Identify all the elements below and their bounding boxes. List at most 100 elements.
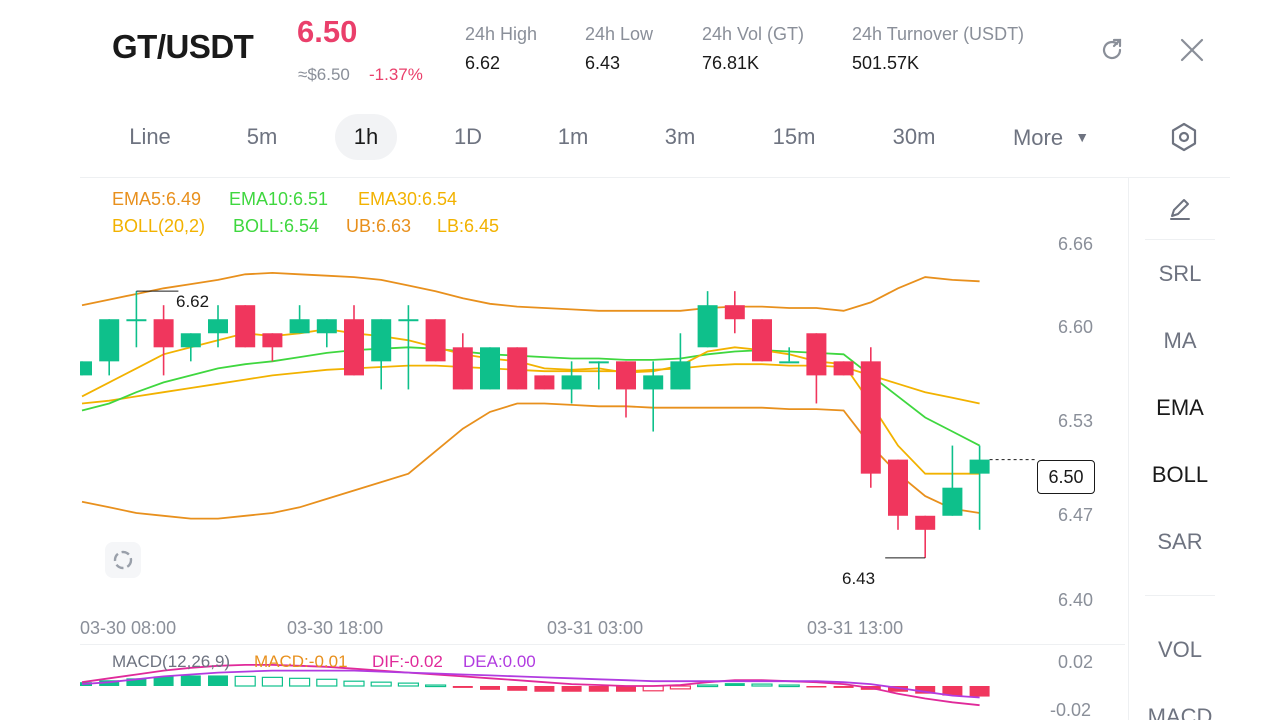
macd-histogram-bar [343, 680, 365, 687]
y-tick-label: 6.66 [1058, 234, 1094, 254]
tab-1h[interactable]: 1h [335, 114, 397, 160]
candle-body [561, 375, 582, 390]
macd-value: MACD:-0.01 [254, 652, 348, 671]
candle-body [126, 319, 147, 322]
candle-body [833, 361, 854, 376]
candle-body [398, 319, 419, 322]
side-sar[interactable]: SAR [1157, 529, 1203, 554]
y-tick-label: 6.40 [1058, 590, 1094, 610]
legend-lb: LB:6.45 [437, 216, 500, 236]
macd-histogram-bar [397, 682, 419, 687]
stat-low-label: 24h Low [585, 24, 654, 44]
candle-body [888, 459, 908, 516]
tab-more[interactable]: More ▼ [1006, 114, 1096, 160]
x-tick-label: 03-30 08:00 [80, 618, 177, 638]
stat-high-value: 6.62 [465, 53, 501, 73]
macd-histogram-bar [724, 683, 745, 686]
pair-title: GT/USDT [112, 28, 254, 65]
settings-hexagon-icon[interactable] [1169, 122, 1199, 152]
tab-5m[interactable]: 5m [246, 124, 278, 149]
candle-body [588, 361, 609, 364]
macd-dea-line [81, 669, 980, 699]
candle-body [616, 361, 636, 390]
macd-dif-line [81, 664, 980, 707]
legend-ema10: EMA10:6.51 [229, 189, 329, 209]
macd-histogram-bar [969, 686, 990, 697]
legend-boll-params: BOLL(20,2) [112, 216, 206, 236]
draw-pencil-icon[interactable] [1165, 194, 1195, 224]
tabs-divider [80, 177, 1230, 178]
candle-body [289, 319, 310, 334]
macd-y-tick: -0.02 [1050, 700, 1092, 720]
tab-line[interactable]: Line [129, 124, 171, 149]
high-annotation: 6.62 [176, 292, 210, 311]
legend-ub: UB:6.63 [346, 216, 412, 236]
side-srl[interactable]: SRL [1158, 261, 1202, 286]
y-tick-label: 6.60 [1058, 317, 1094, 337]
last-price-marker: 6.50 [1037, 460, 1095, 494]
side-vol[interactable]: VOL [1157, 637, 1203, 662]
candle-body [316, 319, 337, 334]
macd-histogram-bar [696, 684, 719, 688]
macd-dif: DIF:-0.02 [372, 652, 443, 671]
macd-histogram-bar [806, 686, 827, 688]
y-tick-label: 6.53 [1058, 411, 1094, 431]
stat-turnover-label: 24h Turnover (USDT) [852, 24, 1025, 44]
macd-params: MACD(12,26,9) [112, 652, 231, 671]
side-boll[interactable]: BOLL [1151, 462, 1209, 487]
side-ema[interactable]: EMA [1156, 395, 1204, 420]
tab-15m[interactable]: 15m [772, 124, 816, 149]
indicator-sidebar [1128, 178, 1233, 720]
macd-histogram-bar [126, 678, 147, 686]
candle-body [670, 361, 691, 390]
stat-vol-value: 76.81K [702, 53, 760, 73]
candle-body [643, 375, 664, 390]
candle-body [969, 459, 990, 474]
macd-histogram-bar [234, 675, 256, 687]
candle-body [697, 305, 718, 348]
candle-body [480, 347, 500, 390]
tab-30m[interactable]: 30m [892, 124, 936, 149]
macd-histogram-bar [261, 676, 283, 687]
candle-body [99, 319, 120, 362]
candle-body [153, 319, 174, 348]
macd-histogram-bar [588, 686, 609, 692]
stat-high-label: 24h High [465, 24, 538, 44]
tab-1d[interactable]: 1D [453, 124, 483, 149]
boll-upper-line [81, 271, 980, 312]
macd-histogram-bar [507, 686, 528, 691]
tab-3m[interactable]: 3m [664, 124, 696, 149]
candle-body [344, 319, 364, 376]
candle-body [534, 375, 555, 390]
macd-divider [80, 644, 1125, 645]
candle-body [452, 347, 473, 390]
candle-body [915, 515, 936, 530]
macd-histogram-bar [452, 686, 473, 688]
ema30-line [81, 363, 980, 405]
macd-histogram-bar [616, 686, 636, 692]
macd-dea: DEA:0.00 [463, 652, 536, 671]
sidebar-divider [1145, 239, 1215, 240]
reset-view-icon[interactable] [105, 542, 141, 578]
refresh-icon[interactable] [1097, 35, 1127, 65]
side-macd[interactable]: MACD [1147, 704, 1213, 720]
side-ma[interactable]: MA [1163, 328, 1197, 353]
macd-histogram-bar [480, 686, 500, 690]
macd-histogram-bar [942, 686, 963, 696]
candle-body [235, 305, 256, 348]
x-tick-label: 03-31 13:00 [807, 618, 904, 638]
macd-histogram-bar [153, 676, 174, 686]
macd-histogram-bar [888, 686, 908, 692]
candle-body [942, 487, 963, 516]
candle-body [208, 319, 228, 334]
macd-histogram-bar [99, 680, 120, 686]
macd-histogram-bar [370, 681, 392, 687]
stat-vol-label: 24h Vol (GT) [702, 24, 805, 44]
tab-more-label: More [1012, 125, 1064, 150]
tab-1m[interactable]: 1m [557, 124, 589, 149]
close-icon[interactable] [1177, 35, 1207, 65]
candle-body [752, 319, 772, 362]
low-annotation: 6.43 [842, 569, 876, 588]
legend-boll: BOLL:6.54 [233, 216, 320, 236]
